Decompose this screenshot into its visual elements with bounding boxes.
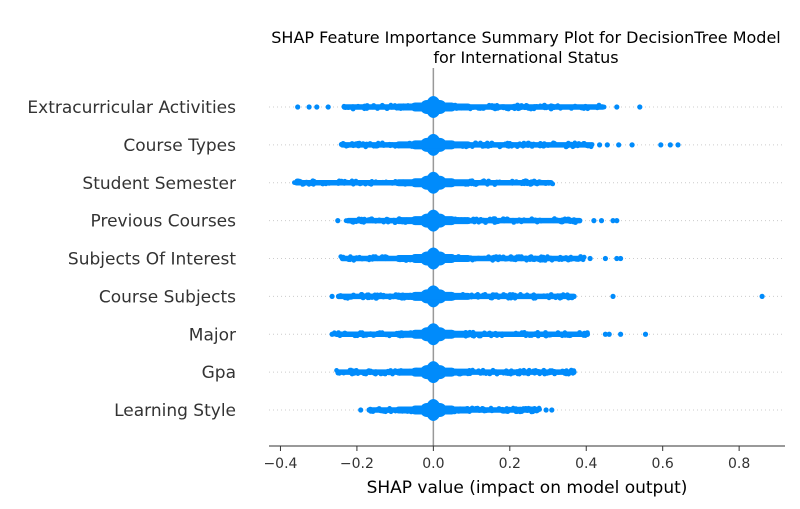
outlier-point [606,331,612,337]
outlier-point [306,104,312,110]
points-course-types [338,133,681,156]
outlier-point [325,104,331,110]
outlier-point [629,142,635,148]
outlier-point [587,255,593,262]
outlier-point [614,218,620,224]
feature-label-course-types: Course Types [123,136,236,156]
feature-label-major: Major [189,325,236,345]
outlier-point [549,407,555,413]
points-student-semester [292,171,556,194]
outlier-point [614,104,620,110]
point-cluster [395,368,472,376]
outlier-point [610,293,616,299]
point-cluster [395,330,472,338]
x-tick-label: 0.8 [728,456,750,472]
feature-label-previous-courses: Previous Courses [91,212,237,232]
point-cluster [395,217,472,225]
points-major [329,323,649,346]
outlier-point [667,142,673,148]
outlier-point [329,293,335,299]
outlier-point [618,255,624,262]
points-gpa [334,361,577,384]
feature-label-student-semester: Student Semester [82,174,236,194]
chart-title: SHAP Feature Importance Summary Plot for… [271,28,781,67]
point-cluster [395,141,472,149]
outlier-point [642,331,649,337]
feature-label-extracurricular-activities: Extracurricular Activities [27,98,236,118]
outlier-point [358,407,364,413]
point-cluster [395,179,472,187]
feature-labels: Extracurricular Activities Course Types St… [27,98,236,421]
x-tick-label: −0.2 [340,456,374,472]
outlier-point [295,104,301,110]
point-cluster [395,406,472,414]
point-cluster [395,292,472,300]
points-learning-style [358,399,555,421]
outlier-point [614,255,620,262]
outlier-point [616,142,622,148]
x-tick-label: 0.4 [575,456,597,472]
feature-label-learning-style: Learning Style [114,401,236,421]
outlier-point [604,142,610,148]
point-cluster [395,255,472,262]
x-tick-label: 0.0 [422,456,444,472]
outlier-point [759,293,765,299]
outlier-point [314,104,320,110]
feature-label-subjects-of-interest: Subjects Of Interest [68,250,236,270]
x-tick-label: 0.6 [652,456,674,472]
outlier-point [329,331,335,337]
points-previous-courses [335,209,620,232]
outlier-point [618,331,624,337]
outlier-point [675,142,681,148]
x-tick-label: −0.4 [263,456,297,472]
points-subjects-of-interest [338,247,624,270]
outlier-point [543,407,549,413]
feature-label-course-subjects: Course Subjects [99,287,236,307]
data-points [292,96,765,421]
x-ticks: −0.4 −0.2 0.0 0.2 0.4 0.6 0.8 [263,446,750,472]
outlier-point [598,218,605,224]
outlier-point [335,218,341,224]
outlier-point [602,255,609,262]
outlier-point [597,142,603,148]
x-axis: −0.4 −0.2 0.0 0.2 0.4 0.6 0.8 [263,445,785,472]
point-band [341,104,606,110]
chart-title-line-1: SHAP Feature Importance Summary Plot for… [271,28,781,47]
feature-label-gpa: Gpa [202,363,236,383]
x-tick-label: 0.2 [499,456,521,472]
chart-title-line-2: for International Status [433,48,618,67]
outlier-point [637,104,643,110]
outlier-point [658,142,664,148]
outlier-point [610,218,616,224]
points-course-subjects [329,285,765,308]
outlier-point [591,218,597,224]
point-cluster [395,103,472,111]
x-axis-title: SHAP value (impact on model output) [367,478,688,498]
outlier-point [602,331,609,337]
points-extracurricular-activities [295,96,643,118]
